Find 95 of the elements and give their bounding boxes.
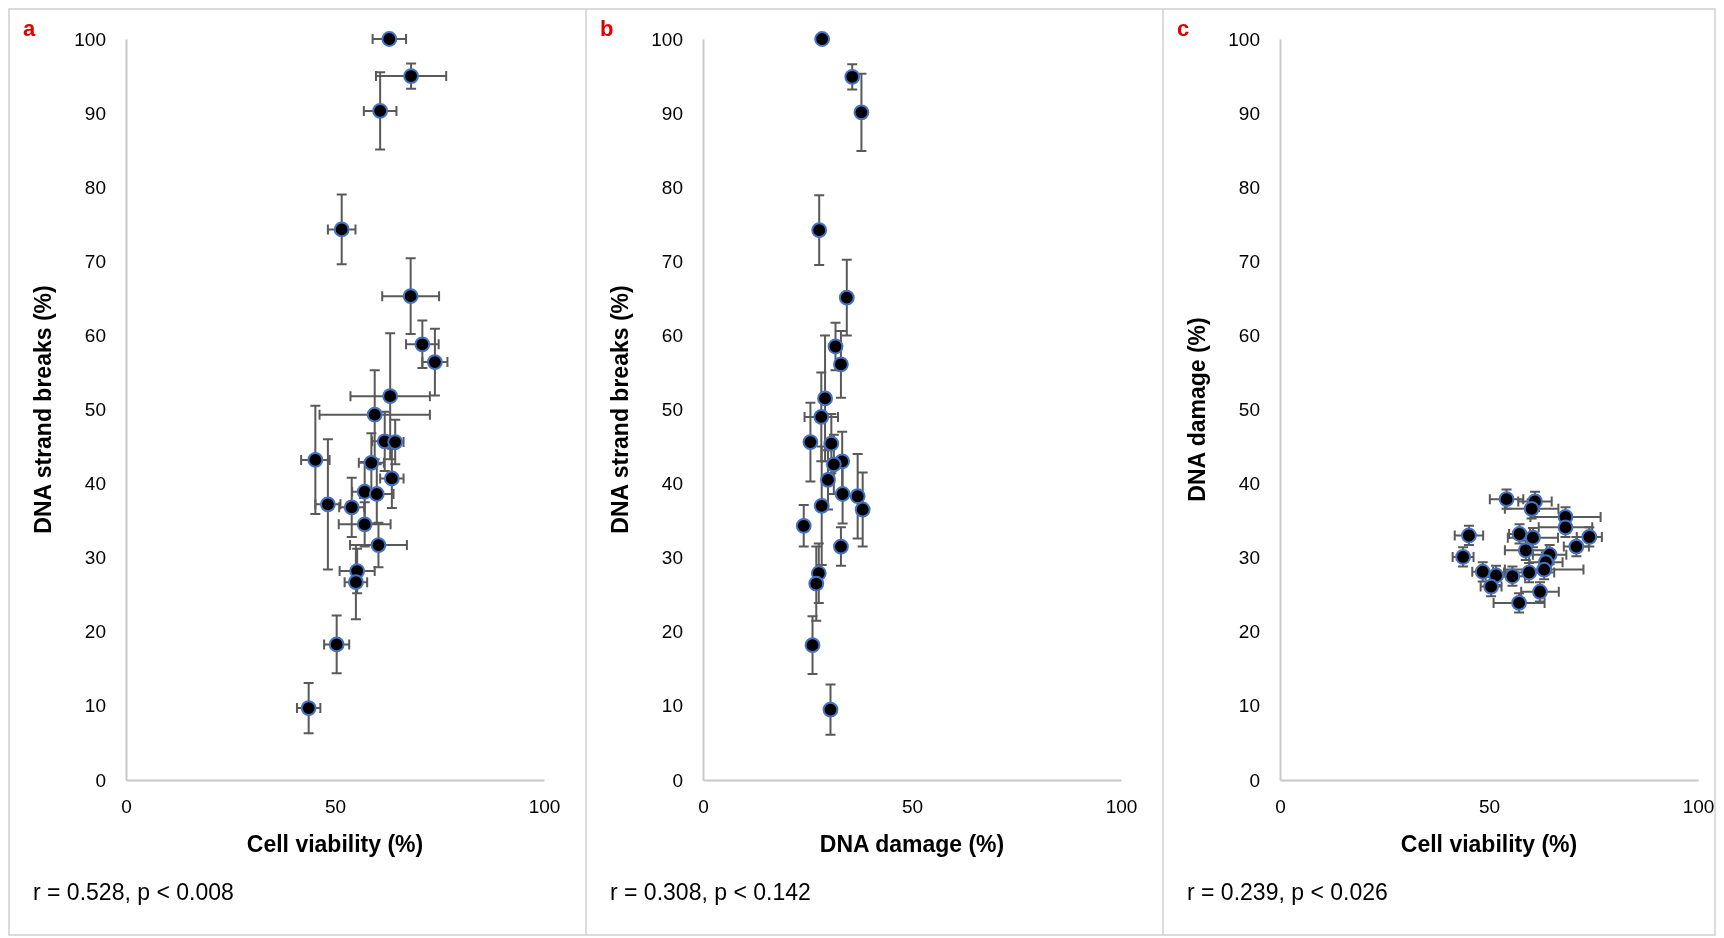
y-tick-label: 60 <box>84 324 106 346</box>
x-tick-label: 0 <box>698 796 709 818</box>
point <box>854 501 871 518</box>
y-tick-label: 40 <box>84 473 106 495</box>
point <box>804 637 821 654</box>
x-axis-title: Cell viability (%) <box>1400 831 1578 857</box>
y-tick-label: 80 <box>1238 176 1260 198</box>
y-tick-label: 90 <box>84 102 106 124</box>
y-tick-label: 40 <box>1238 473 1260 495</box>
y-tick-label: 60 <box>661 324 683 346</box>
x-tick-label: 100 <box>528 796 561 818</box>
point <box>825 456 842 473</box>
point <box>808 575 825 592</box>
chart-title: c <box>1177 16 1190 41</box>
point <box>822 701 839 718</box>
y-tick-label: 40 <box>661 473 683 495</box>
text: r = 0.308, p < 0.142 <box>610 879 811 905</box>
point <box>813 497 830 514</box>
x-tick-label: 100 <box>1682 796 1715 818</box>
point <box>368 486 385 502</box>
point <box>802 434 819 450</box>
point <box>795 517 812 534</box>
point <box>403 68 419 84</box>
y-tick-label: 60 <box>1238 324 1260 346</box>
y-tick-label: 10 <box>661 695 683 717</box>
point <box>300 700 317 717</box>
point <box>820 472 836 488</box>
y-tick-label: 90 <box>1238 102 1260 124</box>
point <box>853 104 870 121</box>
y-tick-label: 50 <box>1238 399 1260 421</box>
y-tick-label: 10 <box>1238 695 1260 717</box>
point <box>319 496 336 513</box>
text: r = 0.528, p < 0.008 <box>33 879 234 905</box>
x-tick-label: 50 <box>901 796 924 818</box>
x-tick-label: 0 <box>1275 796 1286 818</box>
y-tick-label: 80 <box>661 176 683 198</box>
point <box>381 31 398 47</box>
y-tick-label: 100 <box>74 28 106 50</box>
point <box>383 470 400 487</box>
y-tick-label: 10 <box>84 695 106 717</box>
text: r = 0.239, p < 0.026 <box>1187 879 1388 905</box>
x-tick-label: 50 <box>324 796 347 818</box>
point <box>402 288 419 305</box>
point <box>343 499 360 516</box>
point <box>426 354 443 370</box>
point <box>372 102 389 119</box>
y-tick-label: 30 <box>661 547 683 569</box>
point <box>307 451 324 468</box>
point <box>833 538 849 555</box>
y-axis-title: DNA strand breaks (%) <box>30 285 56 534</box>
y-tick-label: 80 <box>84 176 106 198</box>
x-tick-label: 0 <box>121 796 132 818</box>
y-tick-label: 30 <box>1238 547 1260 569</box>
y-axis-title: DNA strand breaks (%) <box>607 285 633 534</box>
point <box>813 409 830 425</box>
point <box>811 222 828 239</box>
y-tick-label: 20 <box>84 621 106 643</box>
y-tick-label: 50 <box>661 399 683 421</box>
point <box>347 574 364 591</box>
y-tick-label: 20 <box>661 621 683 643</box>
y-tick-label: 100 <box>1228 28 1260 50</box>
y-tick-label: 20 <box>1238 621 1260 643</box>
x-tick-label: 100 <box>1105 796 1138 818</box>
y-tick-label: 0 <box>672 769 683 791</box>
y-tick-label: 0 <box>95 769 106 791</box>
y-tick-label: 70 <box>1238 250 1260 272</box>
x-axis-title: Cell viability (%) <box>246 831 424 857</box>
y-tick-label: 90 <box>661 102 683 124</box>
x-axis-title: DNA damage (%) <box>819 831 1005 857</box>
point <box>333 221 350 238</box>
point <box>328 636 345 653</box>
x-tick-label: 50 <box>1478 796 1501 818</box>
y-tick-label: 100 <box>651 28 683 50</box>
point <box>382 388 399 405</box>
point <box>844 68 861 85</box>
point <box>827 338 844 355</box>
point <box>834 486 851 502</box>
point <box>838 289 855 306</box>
point <box>414 336 431 353</box>
point <box>363 454 380 471</box>
point <box>849 488 866 505</box>
y-axis-title: DNA damage (%) <box>1184 317 1210 502</box>
y-tick-label: 30 <box>84 547 106 569</box>
y-tick-label: 0 <box>1249 769 1260 791</box>
point <box>823 435 840 452</box>
point <box>370 537 387 553</box>
y-tick-label: 50 <box>84 399 106 421</box>
point <box>833 356 849 373</box>
point <box>817 390 833 407</box>
y-tick-label: 70 <box>84 250 106 272</box>
chart-title: b <box>600 16 614 41</box>
y-tick-label: 70 <box>661 250 683 272</box>
chart-title: a <box>23 16 36 41</box>
point <box>366 406 383 423</box>
point <box>814 31 831 47</box>
